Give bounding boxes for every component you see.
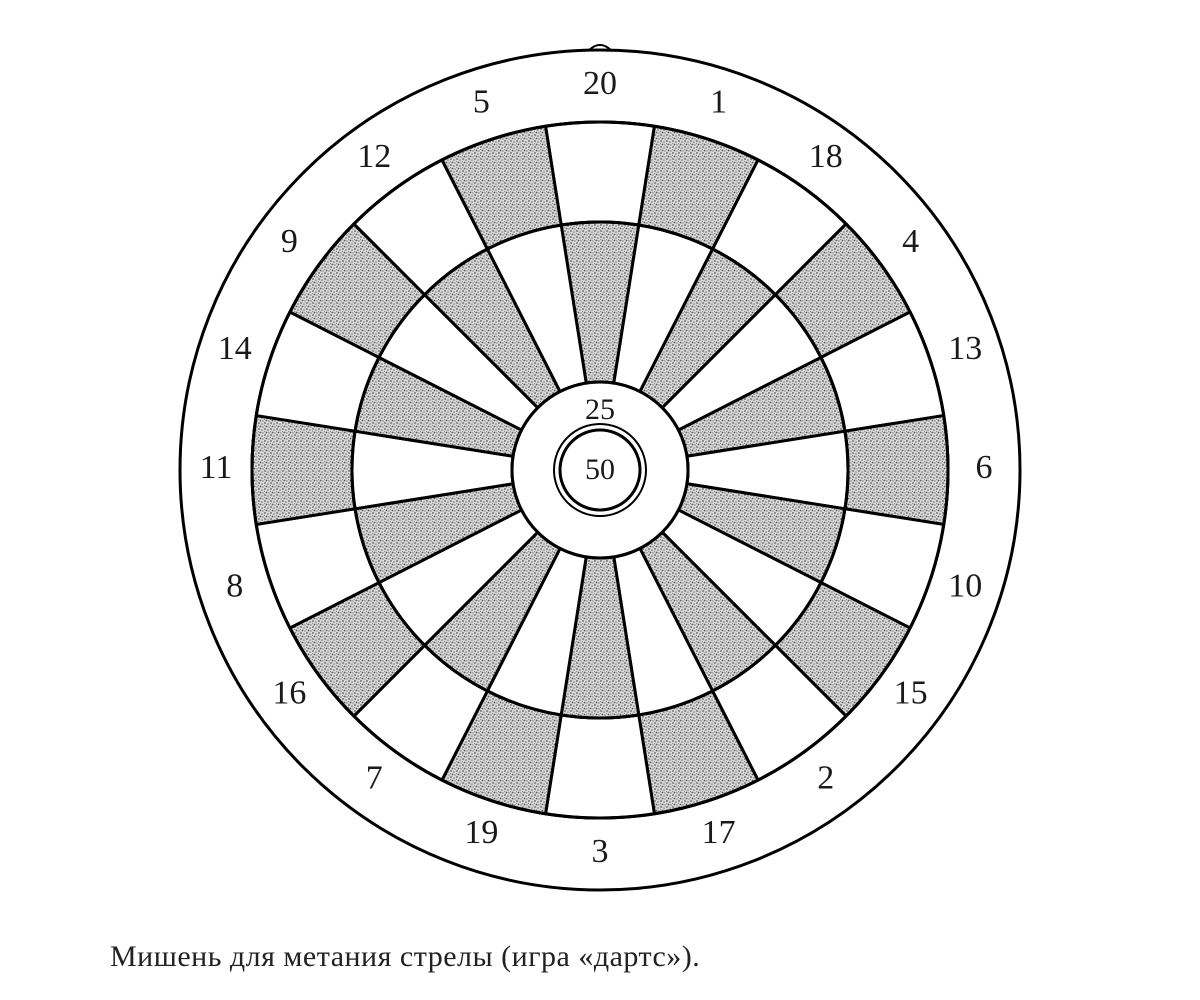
sector-number: 2 [817,759,834,796]
sector-number: 12 [357,138,391,175]
sector-number: 18 [809,138,843,175]
sector-number: 11 [200,449,233,486]
dartboard-svg: 20 1 18 4 13 6 10 15 2 17 3 19 7 16 8 11 14 9 12 5 25 50 [150,20,1050,920]
dartboard-container: 20 1 18 4 13 6 10 15 2 17 3 19 7 16 8 11 14 9 12 5 25 50 [150,20,1050,920]
sector-number: 3 [592,833,609,870]
figure-caption: Мишень для метания стрелы (игра «дартс»)… [110,940,700,974]
sector-number: 1 [710,84,727,121]
sector-number: 16 [272,675,306,712]
sector-number: 9 [281,223,298,260]
sector-number: 10 [948,567,982,604]
sector-number: 20 [583,65,617,102]
bull-inner-label: 50 [585,453,615,486]
sector-number: 13 [948,330,982,367]
bull-outer-label: 25 [585,393,615,426]
sector-number: 7 [366,759,383,796]
sector-number: 17 [702,814,736,851]
sector-number: 15 [894,675,928,712]
sector-number: 5 [473,84,490,121]
sector-number: 14 [218,330,252,367]
sector-number: 4 [902,223,919,260]
sector-number: 19 [464,814,498,851]
sector-number: 6 [976,449,993,486]
sector-number: 8 [226,567,243,604]
